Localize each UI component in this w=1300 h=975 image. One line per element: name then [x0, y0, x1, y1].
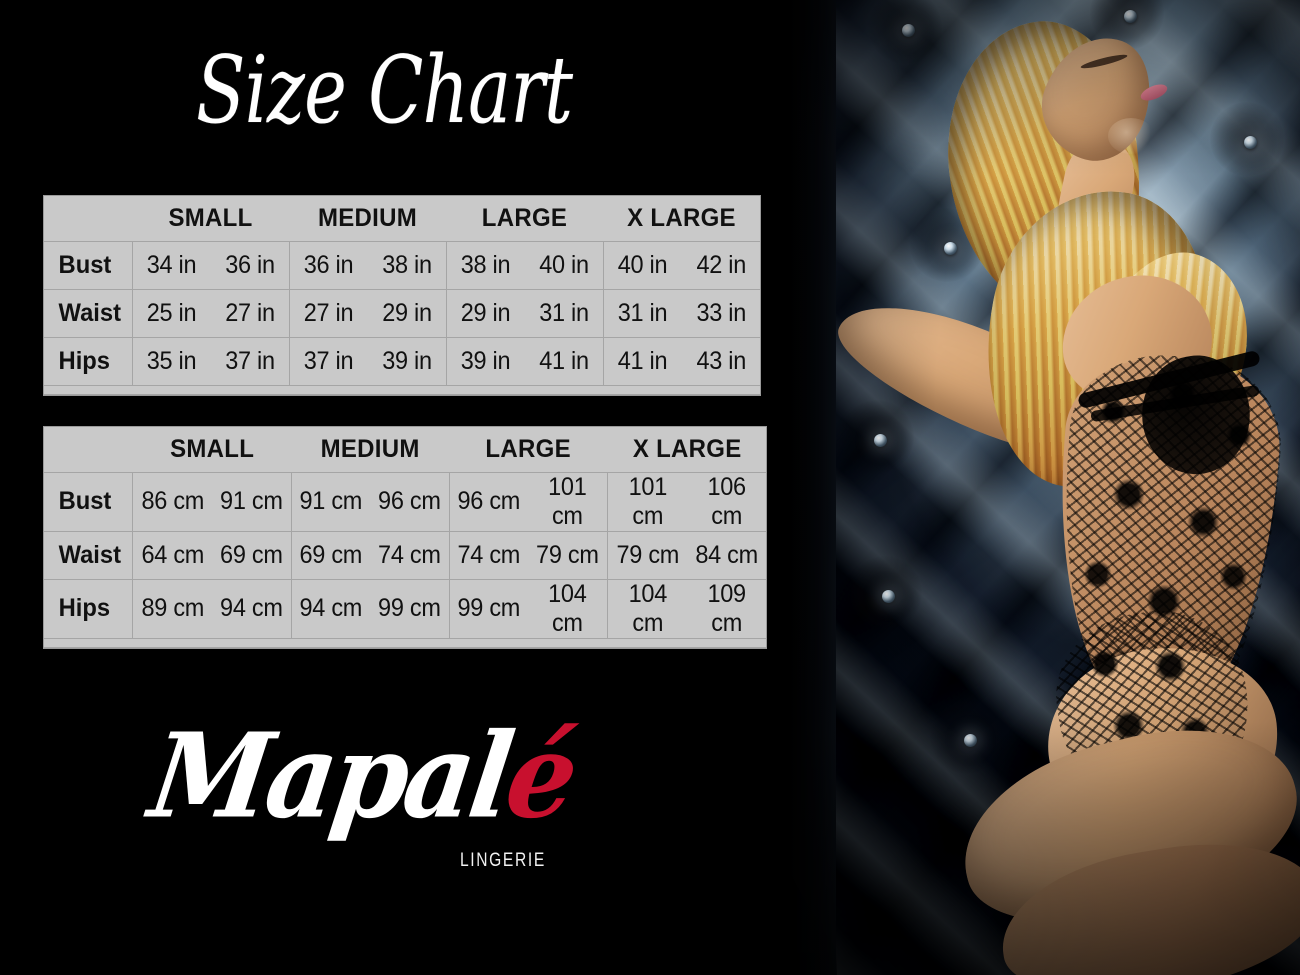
cell-hips-medium-max: 99 cm [372, 579, 447, 638]
brand-tagline: LINGERIE [460, 850, 546, 871]
cell-waist-large-max: 79 cm [530, 531, 606, 579]
filler-cell [44, 385, 132, 394]
cell-bust-medium-min: 36 in [290, 241, 366, 289]
table-row: Hips 89 cm 94 cm 94 cm 99 cm 99 cm 104 c… [44, 579, 766, 638]
cell-waist-xlarge-max: 33 in [683, 289, 758, 337]
cell-hips-medium-min: 37 in [290, 337, 366, 385]
row-label-waist: Waist [46, 289, 130, 337]
cell-hips-xlarge-max: 43 in [683, 337, 758, 385]
cell-bust-medium-max: 38 in [369, 241, 444, 289]
cell-waist-large-min: 29 in [447, 289, 523, 337]
cell-hips-large-max: 104 cm [530, 579, 606, 638]
cell-waist-small-min: 64 cm [134, 531, 210, 579]
cell-waist-small-max: 27 in [212, 289, 287, 337]
table-body-inches: Bust 34 in 36 in 36 in 38 in 38 in 40 in… [44, 241, 761, 394]
cell-waist-xlarge-max: 84 cm [689, 531, 764, 579]
table-body-centimeters: Bust 86 cm 91 cm 91 cm 96 cm 96 cm 101 c… [44, 472, 766, 647]
cell-bust-large-min: 96 cm [451, 472, 527, 531]
table-row: Waist 25 in 27 in 27 in 29 in 29 in 31 i… [44, 289, 761, 337]
cell-hips-small-max: 94 cm [214, 579, 289, 638]
cell-bust-small-min: 86 cm [134, 472, 210, 531]
cell-bust-medium-max: 96 cm [372, 472, 447, 531]
filler-cell [132, 385, 761, 394]
cell-waist-small-min: 25 in [133, 289, 209, 337]
page-title: Size Chart [196, 36, 573, 145]
size-group-header-medium: MEDIUM [292, 196, 443, 242]
chart-panel: Size Chart SMALL MEDIUM LARGE X LARGE Bu… [44, 36, 766, 893]
cell-bust-large-min: 38 in [447, 241, 523, 289]
size-group-header-medium: MEDIUM [294, 427, 447, 473]
table-header-centimeters: SMALL MEDIUM LARGE X LARGE [44, 427, 766, 473]
cell-waist-small-max: 69 cm [214, 531, 289, 579]
brand-wordmark: Mapalé [142, 708, 582, 844]
size-group-header-small: SMALL [135, 196, 286, 242]
cell-hips-large-max: 41 in [526, 337, 601, 385]
cell-bust-large-max: 40 in [526, 241, 601, 289]
row-label-bust: Bust [46, 472, 131, 531]
cell-hips-xlarge-min: 41 in [604, 337, 680, 385]
cell-waist-xlarge-min: 31 in [604, 289, 680, 337]
cell-waist-medium-min: 69 cm [292, 531, 368, 579]
cell-hips-small-max: 37 in [212, 337, 287, 385]
cell-waist-xlarge-min: 79 cm [609, 531, 685, 579]
table-header-inches: SMALL MEDIUM LARGE X LARGE [44, 196, 760, 242]
brand-logo: Mapalé LINGERIE [142, 708, 582, 893]
cell-bust-small-min: 34 in [133, 241, 209, 289]
filler-cell [132, 638, 766, 647]
cell-bust-xlarge-max: 42 in [683, 241, 758, 289]
table-row: Hips 35 in 37 in 37 in 39 in 39 in 41 in… [44, 337, 761, 385]
cell-hips-medium-min: 94 cm [292, 579, 368, 638]
table-bottom-strip [44, 385, 761, 394]
row-label-hips: Hips [46, 579, 131, 638]
cell-waist-large-min: 74 cm [451, 531, 527, 579]
size-group-header-xlarge: X LARGE [610, 427, 763, 473]
cell-hips-small-min: 35 in [133, 337, 209, 385]
cell-hips-xlarge-max: 109 cm [689, 579, 764, 638]
cell-waist-medium-min: 27 in [290, 289, 366, 337]
cell-waist-large-max: 31 in [526, 289, 601, 337]
cell-bust-small-max: 36 in [212, 241, 287, 289]
cell-waist-medium-max: 74 cm [372, 531, 447, 579]
header-row: SMALL MEDIUM LARGE X LARGE [44, 196, 760, 242]
cell-hips-large-min: 39 in [447, 337, 523, 385]
size-group-header-large: LARGE [452, 427, 605, 473]
table-row: Bust 34 in 36 in 36 in 38 in 38 in 40 in… [44, 241, 761, 289]
cell-hips-large-min: 99 cm [451, 579, 527, 638]
size-table-inches: SMALL MEDIUM LARGE X LARGE Bust 34 in 36… [44, 196, 761, 395]
cell-bust-xlarge-min: 101 cm [609, 472, 685, 531]
model-figure [790, 0, 1300, 975]
filler-cell [44, 638, 133, 647]
cell-bust-xlarge-min: 40 in [604, 241, 680, 289]
table-corner-cell [45, 427, 131, 473]
cell-hips-xlarge-min: 104 cm [609, 579, 685, 638]
cell-bust-medium-min: 91 cm [292, 472, 368, 531]
cell-bust-xlarge-max: 106 cm [689, 472, 764, 531]
cell-bust-small-max: 91 cm [214, 472, 289, 531]
table-corner-cell [45, 196, 131, 242]
size-group-header-large: LARGE [449, 196, 600, 242]
model-chin-highlight [1108, 118, 1154, 154]
size-group-header-small: SMALL [135, 427, 288, 473]
table-row: Waist 64 cm 69 cm 69 cm 74 cm 74 cm 79 c… [44, 531, 766, 579]
header-row: SMALL MEDIUM LARGE X LARGE [44, 427, 766, 473]
cell-bust-large-max: 101 cm [530, 472, 606, 531]
size-group-header-xlarge: X LARGE [606, 196, 757, 242]
cell-waist-medium-max: 29 in [369, 289, 444, 337]
cell-hips-small-min: 89 cm [134, 579, 210, 638]
brand-name-main: Mapal [142, 708, 518, 845]
cell-hips-medium-max: 39 in [369, 337, 444, 385]
row-label-hips: Hips [46, 337, 130, 385]
table-row: Bust 86 cm 91 cm 91 cm 96 cm 96 cm 101 c… [44, 472, 766, 531]
row-label-bust: Bust [46, 241, 130, 289]
photo-left-shadow-band [790, 0, 836, 975]
table-bottom-strip [44, 638, 766, 647]
size-table-centimeters: SMALL MEDIUM LARGE X LARGE Bust 86 cm 91… [44, 427, 766, 648]
row-label-waist: Waist [46, 531, 131, 579]
product-photo [790, 0, 1300, 975]
